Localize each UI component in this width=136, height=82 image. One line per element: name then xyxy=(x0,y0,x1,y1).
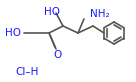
Text: HO: HO xyxy=(44,7,60,17)
Text: Cl–H: Cl–H xyxy=(15,67,39,77)
Text: O: O xyxy=(53,50,61,60)
Text: HO: HO xyxy=(5,28,21,38)
Text: NH₂: NH₂ xyxy=(90,9,110,19)
